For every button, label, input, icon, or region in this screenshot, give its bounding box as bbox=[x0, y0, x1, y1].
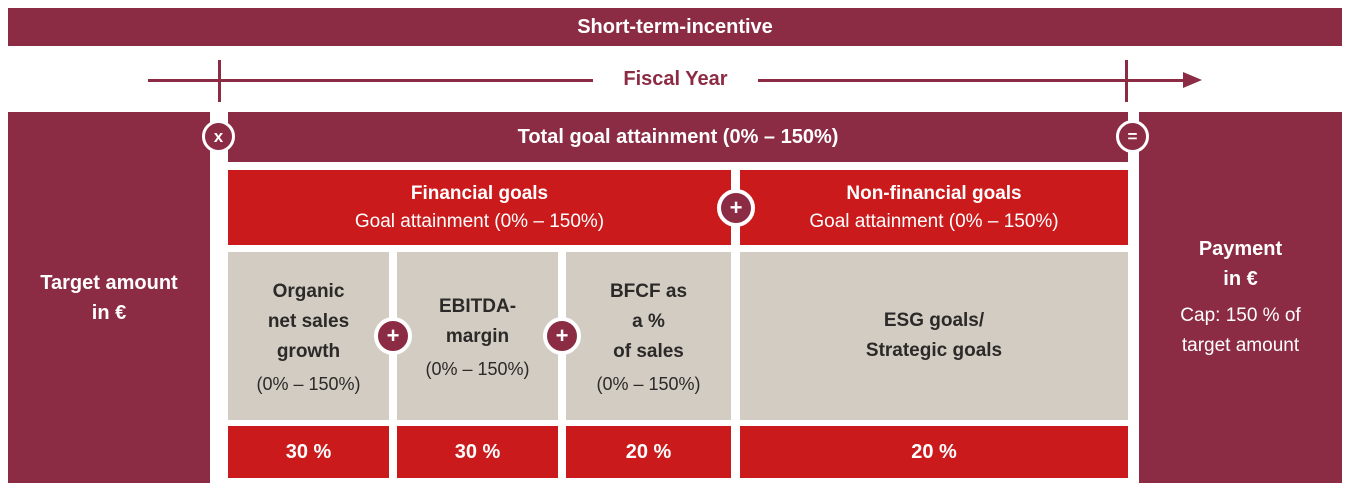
financial-goals-header: Financial goals Goal attainment (0% – 15… bbox=[228, 170, 731, 245]
plus-glyph: + bbox=[555, 323, 569, 348]
criterion-name-line: of sales bbox=[613, 341, 684, 362]
criterion-name-line: Strategic goals bbox=[865, 340, 1003, 361]
plus-operator-icon: + bbox=[543, 317, 581, 355]
criterion-name-line: growth bbox=[276, 341, 341, 362]
weight-value: 30 % bbox=[285, 440, 332, 463]
fiscal-year-label: Fiscal Year bbox=[623, 68, 728, 90]
plus-glyph: + bbox=[386, 323, 400, 348]
weight-value: 30 % bbox=[454, 440, 501, 463]
diagram-title-bar: Short-term-incentive bbox=[8, 8, 1342, 46]
total-goal-attainment-bar: Total goal attainment (0% – 150%) bbox=[228, 112, 1128, 162]
criterion-name-line: EBITDA- bbox=[438, 296, 517, 317]
non-financial-goals-title: Non-financial goals bbox=[846, 182, 1022, 204]
criterion-organic-net-sales-growth: Organic net sales growth (0% – 150%) bbox=[228, 252, 389, 420]
payment-cap-line2: target amount bbox=[1181, 335, 1300, 356]
multiply-operator-icon: x bbox=[202, 120, 235, 153]
payment-box: Payment in € Cap: 150 % of target amount bbox=[1139, 112, 1342, 483]
criterion-name-line: ESG goals/ bbox=[883, 310, 985, 331]
weight-esg-strategic-goals: 20 % bbox=[740, 426, 1128, 478]
criterion-esg-strategic-goals: ESG goals/ Strategic goals bbox=[740, 252, 1128, 420]
weight-organic-net-sales-growth: 30 % bbox=[228, 426, 389, 478]
financial-goals-subtitle: Goal attainment (0% – 150%) bbox=[354, 210, 605, 232]
timeline-tick-left bbox=[218, 60, 221, 102]
criterion-range: (0% – 150%) bbox=[256, 374, 361, 394]
timeline-arrowhead-icon bbox=[1183, 72, 1202, 88]
target-amount-line2: in € bbox=[91, 301, 127, 324]
weight-ebitda-margin: 30 % bbox=[397, 426, 558, 478]
criterion-bfcf-percent-of-sales: BFCF as a % of sales (0% – 150%) bbox=[566, 252, 731, 420]
diagram-title: Short-term-incentive bbox=[577, 15, 773, 38]
plus-operator-icon: + bbox=[717, 189, 755, 227]
timeline-line-left bbox=[148, 79, 593, 82]
criterion-name-line: net sales bbox=[267, 311, 350, 332]
timeline-line-right bbox=[758, 79, 1183, 82]
criterion-range: (0% – 150%) bbox=[425, 359, 530, 379]
weight-value: 20 % bbox=[911, 440, 957, 463]
total-goal-attainment-label: Total goal attainment (0% – 150%) bbox=[517, 125, 839, 148]
plus-operator-icon: + bbox=[374, 317, 412, 355]
criterion-name-line: Organic bbox=[272, 281, 345, 302]
payment-line2: in € bbox=[1223, 268, 1258, 290]
non-financial-goals-header: Non-financial goals Goal attainment (0% … bbox=[740, 170, 1128, 245]
timeline-tick-right bbox=[1125, 60, 1128, 102]
criterion-ebitda-margin: EBITDA- margin (0% – 150%) bbox=[397, 252, 558, 420]
target-amount-line1: Target amount bbox=[40, 271, 178, 294]
payment-cap-line1: Cap: 150 % of bbox=[1180, 305, 1301, 326]
criterion-name-line: BFCF as bbox=[609, 281, 688, 302]
criterion-name-line: margin bbox=[445, 326, 510, 347]
financial-goals-title: Financial goals bbox=[410, 182, 549, 204]
payment-line1: Payment bbox=[1198, 238, 1283, 260]
criterion-range: (0% – 150%) bbox=[596, 374, 701, 394]
equals-operator-icon: = bbox=[1116, 120, 1149, 153]
weight-bfcf-percent-of-sales: 20 % bbox=[566, 426, 731, 478]
weight-value: 20 % bbox=[625, 440, 672, 463]
non-financial-goals-subtitle: Goal attainment (0% – 150%) bbox=[809, 210, 1059, 232]
plus-glyph: + bbox=[729, 195, 743, 220]
target-amount-box: Target amount in € bbox=[8, 112, 210, 483]
criterion-name-line: a % bbox=[632, 311, 665, 332]
equals-glyph: = bbox=[1127, 126, 1138, 146]
multiply-glyph: x bbox=[213, 126, 224, 146]
